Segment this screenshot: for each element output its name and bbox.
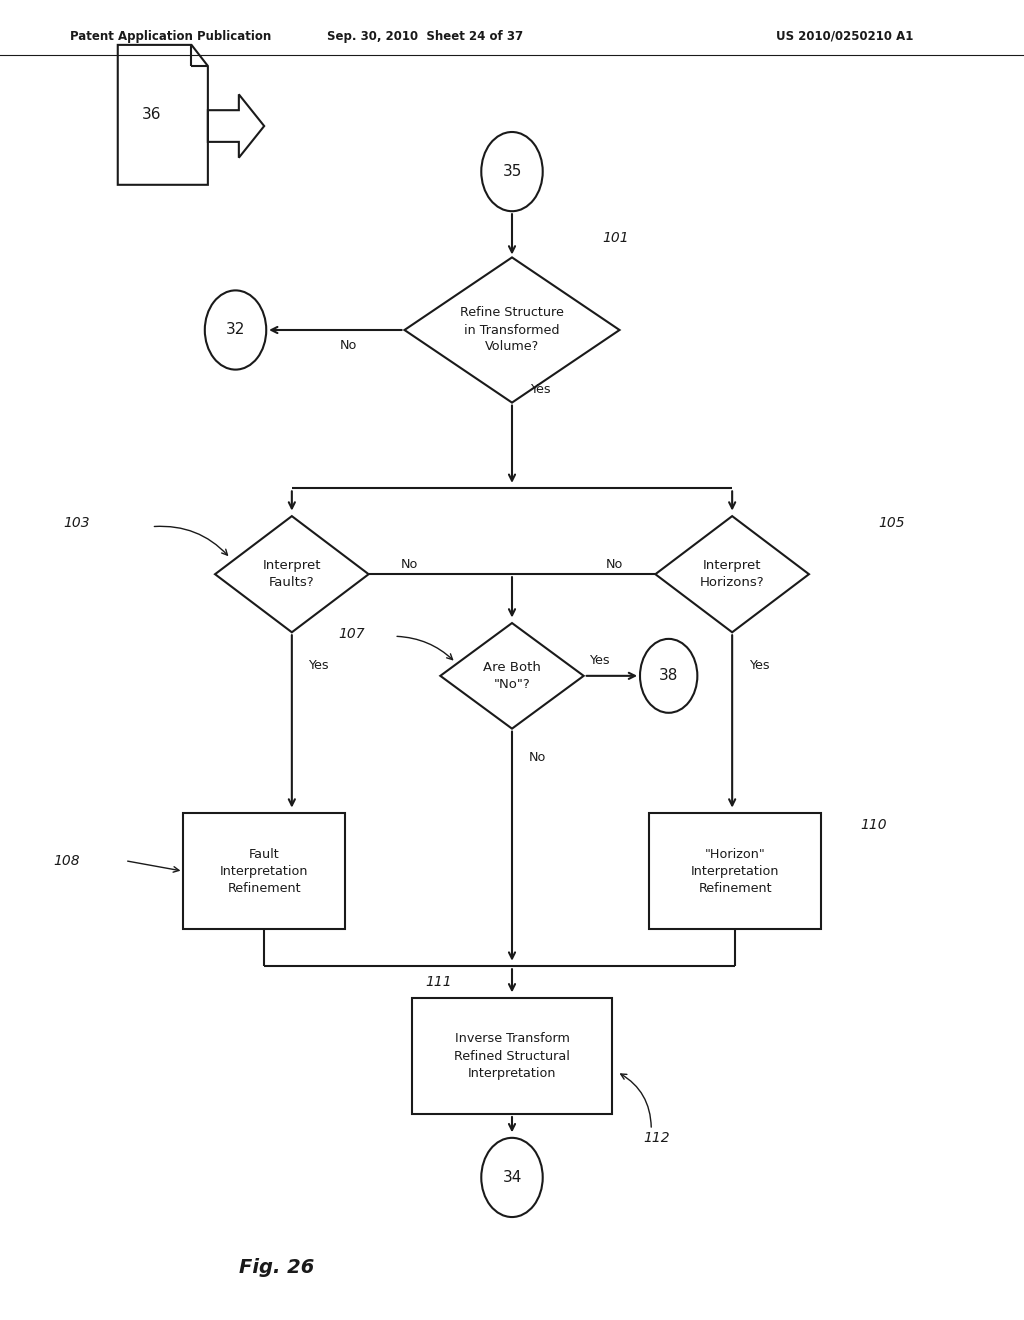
Polygon shape: [440, 623, 584, 729]
Text: Inverse Transform
Refined Structural
Interpretation: Inverse Transform Refined Structural Int…: [454, 1032, 570, 1080]
Text: "Horizon"
Interpretation
Refinement: "Horizon" Interpretation Refinement: [691, 847, 779, 895]
Text: Yes: Yes: [530, 383, 551, 396]
Text: No: No: [528, 751, 546, 764]
Polygon shape: [655, 516, 809, 632]
Circle shape: [205, 290, 266, 370]
Text: Fig. 26: Fig. 26: [239, 1258, 314, 1276]
Circle shape: [481, 132, 543, 211]
Text: 108: 108: [53, 854, 80, 867]
Text: 107: 107: [338, 627, 365, 640]
Text: Yes: Yes: [749, 659, 769, 672]
Text: 32: 32: [226, 322, 245, 338]
Text: 111: 111: [425, 975, 452, 989]
Text: Interpret
Horizons?: Interpret Horizons?: [699, 560, 765, 589]
Text: 35: 35: [503, 164, 521, 180]
Text: 112: 112: [643, 1131, 670, 1144]
Text: Are Both
"No"?: Are Both "No"?: [483, 661, 541, 690]
Text: 105: 105: [879, 516, 905, 529]
Text: 34: 34: [503, 1170, 521, 1185]
Polygon shape: [404, 257, 620, 403]
Text: Fault
Interpretation
Refinement: Fault Interpretation Refinement: [220, 847, 308, 895]
Text: Yes: Yes: [308, 659, 329, 672]
Text: No: No: [401, 558, 418, 572]
Circle shape: [481, 1138, 543, 1217]
Text: Yes: Yes: [589, 653, 609, 667]
Text: 101: 101: [602, 231, 629, 244]
Text: No: No: [340, 339, 356, 352]
Text: 36: 36: [142, 107, 162, 123]
Text: 103: 103: [63, 516, 90, 529]
Bar: [183, 813, 345, 929]
Bar: [412, 998, 611, 1114]
Text: 110: 110: [860, 818, 887, 832]
Text: 38: 38: [659, 668, 678, 684]
Text: No: No: [606, 558, 623, 572]
Text: Refine Structure
in Transformed
Volume?: Refine Structure in Transformed Volume?: [460, 306, 564, 354]
Text: Interpret
Faults?: Interpret Faults?: [262, 560, 322, 589]
Text: Sep. 30, 2010  Sheet 24 of 37: Sep. 30, 2010 Sheet 24 of 37: [327, 30, 523, 42]
Polygon shape: [215, 516, 369, 632]
Bar: [649, 813, 821, 929]
Text: US 2010/0250210 A1: US 2010/0250210 A1: [776, 30, 913, 42]
Circle shape: [640, 639, 697, 713]
Text: Patent Application Publication: Patent Application Publication: [70, 30, 271, 42]
